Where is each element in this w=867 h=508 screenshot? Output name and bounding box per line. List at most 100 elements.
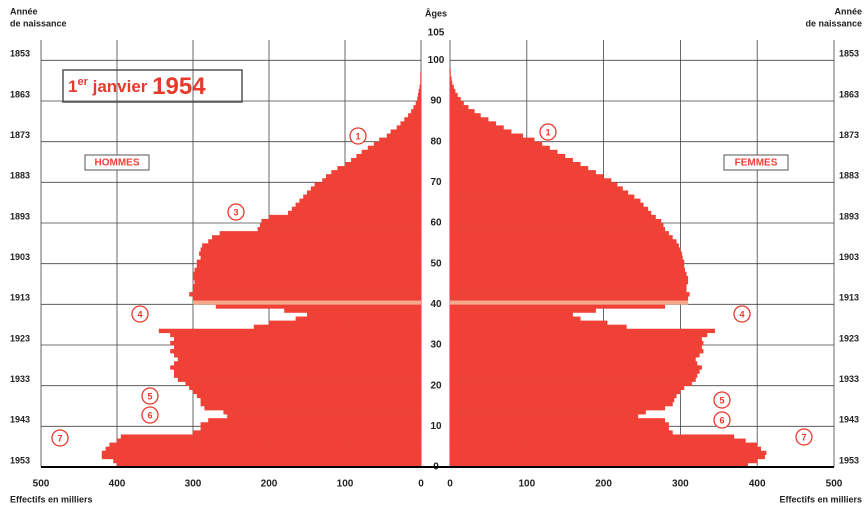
y2-tick-label: 1853 [10,49,30,59]
x-tick-label: 400 [109,479,126,490]
bar [331,170,421,175]
bar [450,68,451,73]
bar [193,275,421,281]
bar [450,316,581,321]
y2-label: de naissance [10,18,67,28]
y-tick-label: 70 [430,177,442,188]
bar [390,129,421,134]
bar [200,426,421,431]
y-tick-label: 30 [430,340,442,351]
bar [310,186,421,191]
annotation-circle [131,305,149,323]
bar [367,145,421,151]
bar [450,251,682,256]
bar [158,328,422,334]
bar [288,210,421,216]
bar [450,426,669,431]
bar [450,162,581,167]
bar [450,129,512,134]
y2-tick-label: 1863 [839,89,859,99]
bar [418,88,421,94]
bar [101,454,422,460]
bar [194,267,421,273]
y-tick-label: 10 [430,421,442,432]
bar [450,166,589,171]
bar [450,312,573,317]
y2-tick-label: 1913 [10,293,30,303]
bar [450,174,604,179]
y2-tick-label: 1883 [839,171,859,181]
bar [257,227,421,232]
annotation-label: 1 [355,131,360,141]
annotation-circle [141,387,159,405]
legend-label: FEMMES [735,158,778,169]
bar [215,304,421,309]
bar [200,397,421,403]
bar [193,271,421,277]
bar [450,231,669,236]
bar [284,308,421,313]
bar [450,462,748,468]
title-sup: er [77,76,88,88]
bar [291,206,421,212]
bar [259,223,421,228]
bar [193,430,421,435]
bar [253,324,421,330]
bar [450,121,497,126]
bar [174,373,421,378]
bar [227,414,421,419]
annotation-circle [227,203,245,221]
bar [450,393,677,399]
bar [450,345,702,350]
bar [450,438,746,443]
annotation-label: 6 [719,415,724,425]
annotation-label: 7 [801,432,806,442]
bar [450,198,641,203]
bar [200,422,421,427]
bar [450,72,451,77]
bar [450,434,735,439]
title: 1er janvier 1954 [68,73,206,100]
bar [450,300,689,305]
bar [450,365,702,370]
bar [185,381,421,386]
bar [450,186,623,191]
bar [170,340,421,346]
bar [450,450,767,456]
bar [174,369,421,374]
bar [307,190,421,195]
bar [450,170,596,175]
title-year: 1954 [152,73,206,100]
bar [200,247,421,252]
bar [208,239,421,244]
annotation-circle [539,123,557,141]
bar [450,410,646,415]
annotation-circle [349,127,367,145]
bar [450,275,689,281]
bar [450,218,662,224]
bar [450,414,639,419]
x-tick-label: 300 [672,479,689,490]
bar [450,324,627,330]
bar [450,145,550,151]
bar [450,113,481,118]
bar [450,373,698,378]
y2-label: Année [10,6,38,16]
bar [450,157,573,163]
bar [356,153,421,159]
bar [326,174,421,179]
bar [345,162,421,167]
y2-tick-label: 1953 [10,455,30,465]
bar [450,385,685,391]
bar [419,84,421,90]
bar [450,194,635,199]
bar [303,194,421,199]
bar [450,109,475,114]
bar [450,288,687,293]
x-tick-label: 300 [185,479,202,490]
bar [450,369,700,374]
bar [450,353,700,358]
bar [450,105,469,110]
annotation-label: 1 [545,127,550,137]
y2-tick-label: 1933 [839,374,859,384]
